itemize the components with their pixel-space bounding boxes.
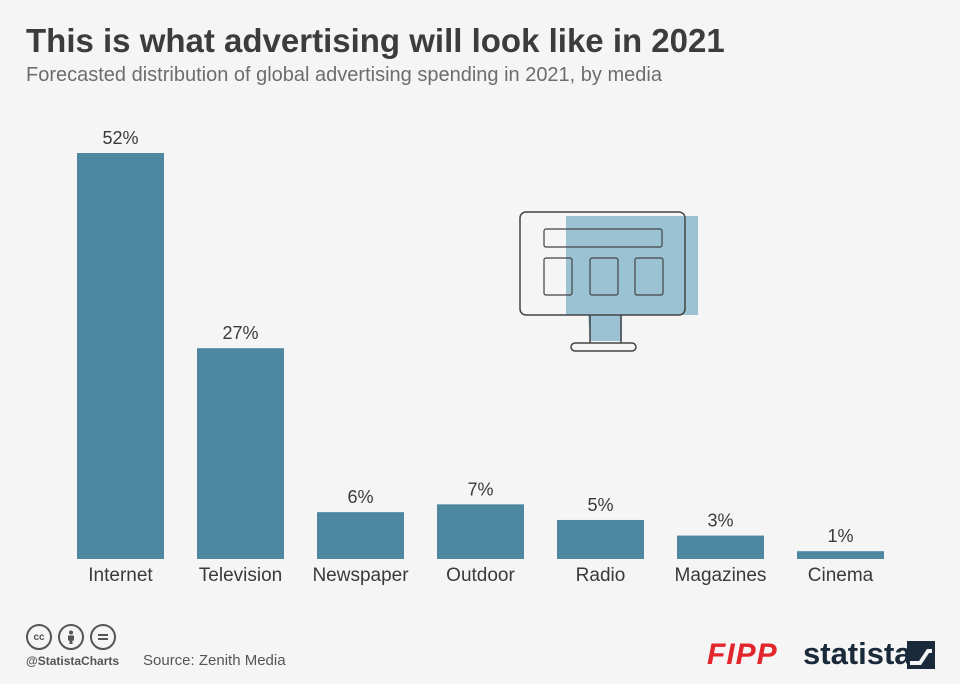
- value-label-newspaper: 6%: [347, 487, 373, 507]
- twitter-handle[interactable]: @StatistaCharts: [26, 654, 120, 668]
- category-label-internet: Internet: [88, 565, 153, 586]
- source-note: Source: Zenith Media: [143, 652, 286, 669]
- chart-subtitle: Forecasted distribution of global advert…: [26, 64, 662, 86]
- statista-logo: statista: [803, 636, 912, 671]
- bar-television: [197, 348, 284, 559]
- value-label-television: 27%: [222, 323, 258, 343]
- monitor-illustration-icon: [519, 211, 698, 352]
- category-label-newspaper: Newspaper: [312, 565, 409, 586]
- value-label-outdoor: 7%: [467, 479, 493, 499]
- license-icons: cc: [26, 624, 116, 650]
- category-label-television: Television: [199, 565, 282, 586]
- bar-internet: [77, 153, 164, 559]
- cc-icon: cc: [26, 624, 52, 650]
- value-label-magazines: 3%: [707, 511, 733, 531]
- by-icon: [58, 624, 84, 650]
- statista-mark-icon: [907, 641, 935, 669]
- nd-icon: [90, 624, 116, 650]
- category-label-radio: Radio: [576, 565, 626, 586]
- bar-chart: 52% 27% 6% 7% 5% 3% 1% Internet Television Newsp…: [77, 128, 884, 586]
- bar-cinema: [797, 551, 884, 559]
- bar-radio: [557, 519, 644, 559]
- bar-magazines: [677, 535, 764, 559]
- bar-outdoor: [437, 504, 524, 559]
- fipp-logo: FIPP: [707, 638, 778, 671]
- category-label-outdoor: Outdoor: [446, 565, 515, 586]
- bar-newspaper: [317, 512, 404, 559]
- value-label-cinema: 1%: [827, 526, 853, 546]
- value-label-internet: 52%: [102, 128, 138, 148]
- chart-title: This is what advertising will look like …: [26, 22, 725, 59]
- category-label-magazines: Magazines: [675, 565, 767, 586]
- category-label-cinema: Cinema: [808, 565, 874, 586]
- value-label-radio: 5%: [587, 495, 613, 515]
